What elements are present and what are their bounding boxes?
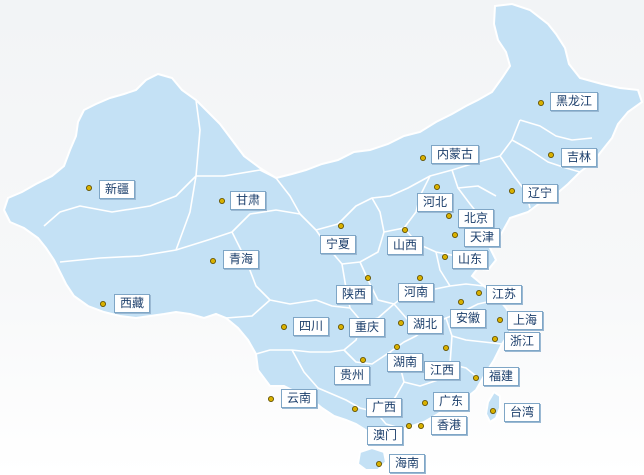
province-label[interactable]: 西藏 xyxy=(114,294,151,313)
province-label[interactable]: 河南 xyxy=(398,283,435,302)
city-dot-icon xyxy=(490,408,496,414)
province-label[interactable]: 黑龙江 xyxy=(550,92,599,111)
mainland-shape xyxy=(2,2,644,436)
city-dot-icon xyxy=(548,152,554,158)
province-label[interactable]: 海南 xyxy=(389,454,426,473)
city-dot-icon xyxy=(458,299,464,305)
city-dot-icon xyxy=(446,213,452,219)
city-dot-icon xyxy=(418,423,424,429)
province-label[interactable]: 北京 xyxy=(458,209,495,228)
city-dot-icon xyxy=(406,423,412,429)
province-label[interactable]: 江西 xyxy=(424,361,461,380)
city-dot-icon xyxy=(268,396,274,402)
province-label[interactable]: 河北 xyxy=(417,193,454,212)
province-label[interactable]: 吉林 xyxy=(561,148,598,167)
city-dot-icon xyxy=(417,275,423,281)
city-dot-icon xyxy=(219,198,225,204)
province-label[interactable]: 福建 xyxy=(483,367,520,386)
city-dot-icon xyxy=(538,100,544,106)
province-label[interactable]: 内蒙古 xyxy=(431,145,480,164)
city-dot-icon xyxy=(452,232,458,238)
city-dot-icon xyxy=(476,290,482,296)
taiwan-shape xyxy=(484,390,501,424)
province-label[interactable]: 山东 xyxy=(452,250,489,269)
city-dot-icon xyxy=(281,324,287,330)
province-label[interactable]: 甘肃 xyxy=(230,191,267,210)
province-label[interactable]: 安徽 xyxy=(450,309,487,328)
province-label[interactable]: 湖南 xyxy=(387,353,424,372)
province-label[interactable]: 广东 xyxy=(433,392,470,411)
city-dot-icon xyxy=(376,461,382,467)
province-label[interactable]: 江苏 xyxy=(486,285,523,304)
province-label[interactable]: 新疆 xyxy=(99,180,136,199)
province-label[interactable]: 陕西 xyxy=(336,285,373,304)
province-label[interactable]: 贵州 xyxy=(334,366,371,385)
city-dot-icon xyxy=(338,324,344,330)
city-dot-icon xyxy=(473,375,479,381)
city-dot-icon xyxy=(394,344,400,350)
city-dot-icon xyxy=(398,320,404,326)
city-dot-icon xyxy=(434,184,440,190)
province-label[interactable]: 台湾 xyxy=(504,403,541,422)
city-dot-icon xyxy=(360,357,366,363)
city-dot-icon xyxy=(497,317,503,323)
province-label[interactable]: 青海 xyxy=(223,250,260,269)
city-dot-icon xyxy=(422,400,428,406)
city-dot-icon xyxy=(86,185,92,191)
city-dot-icon xyxy=(402,227,408,233)
province-label[interactable]: 澳门 xyxy=(367,426,404,445)
province-label[interactable]: 天津 xyxy=(464,228,501,247)
city-dot-icon xyxy=(492,336,498,342)
city-dot-icon xyxy=(352,406,358,412)
province-label[interactable]: 湖北 xyxy=(407,315,444,334)
city-dot-icon xyxy=(365,275,371,281)
city-dot-icon xyxy=(420,155,426,161)
province-label[interactable]: 云南 xyxy=(281,389,318,408)
province-label[interactable]: 四川 xyxy=(293,317,330,336)
city-dot-icon xyxy=(443,345,449,351)
province-label[interactable]: 上海 xyxy=(507,311,544,330)
city-dot-icon xyxy=(210,258,216,264)
city-dot-icon xyxy=(509,188,515,194)
city-dot-icon xyxy=(442,254,448,260)
province-label[interactable]: 重庆 xyxy=(349,318,386,337)
province-label[interactable]: 宁夏 xyxy=(320,235,357,254)
province-label[interactable]: 浙江 xyxy=(504,332,541,351)
province-label[interactable]: 山西 xyxy=(387,236,424,255)
province-label[interactable]: 广西 xyxy=(366,398,403,417)
province-label[interactable]: 香港 xyxy=(431,416,468,435)
province-label[interactable]: 辽宁 xyxy=(522,184,559,203)
city-dot-icon xyxy=(100,301,106,307)
city-dot-icon xyxy=(338,223,344,229)
